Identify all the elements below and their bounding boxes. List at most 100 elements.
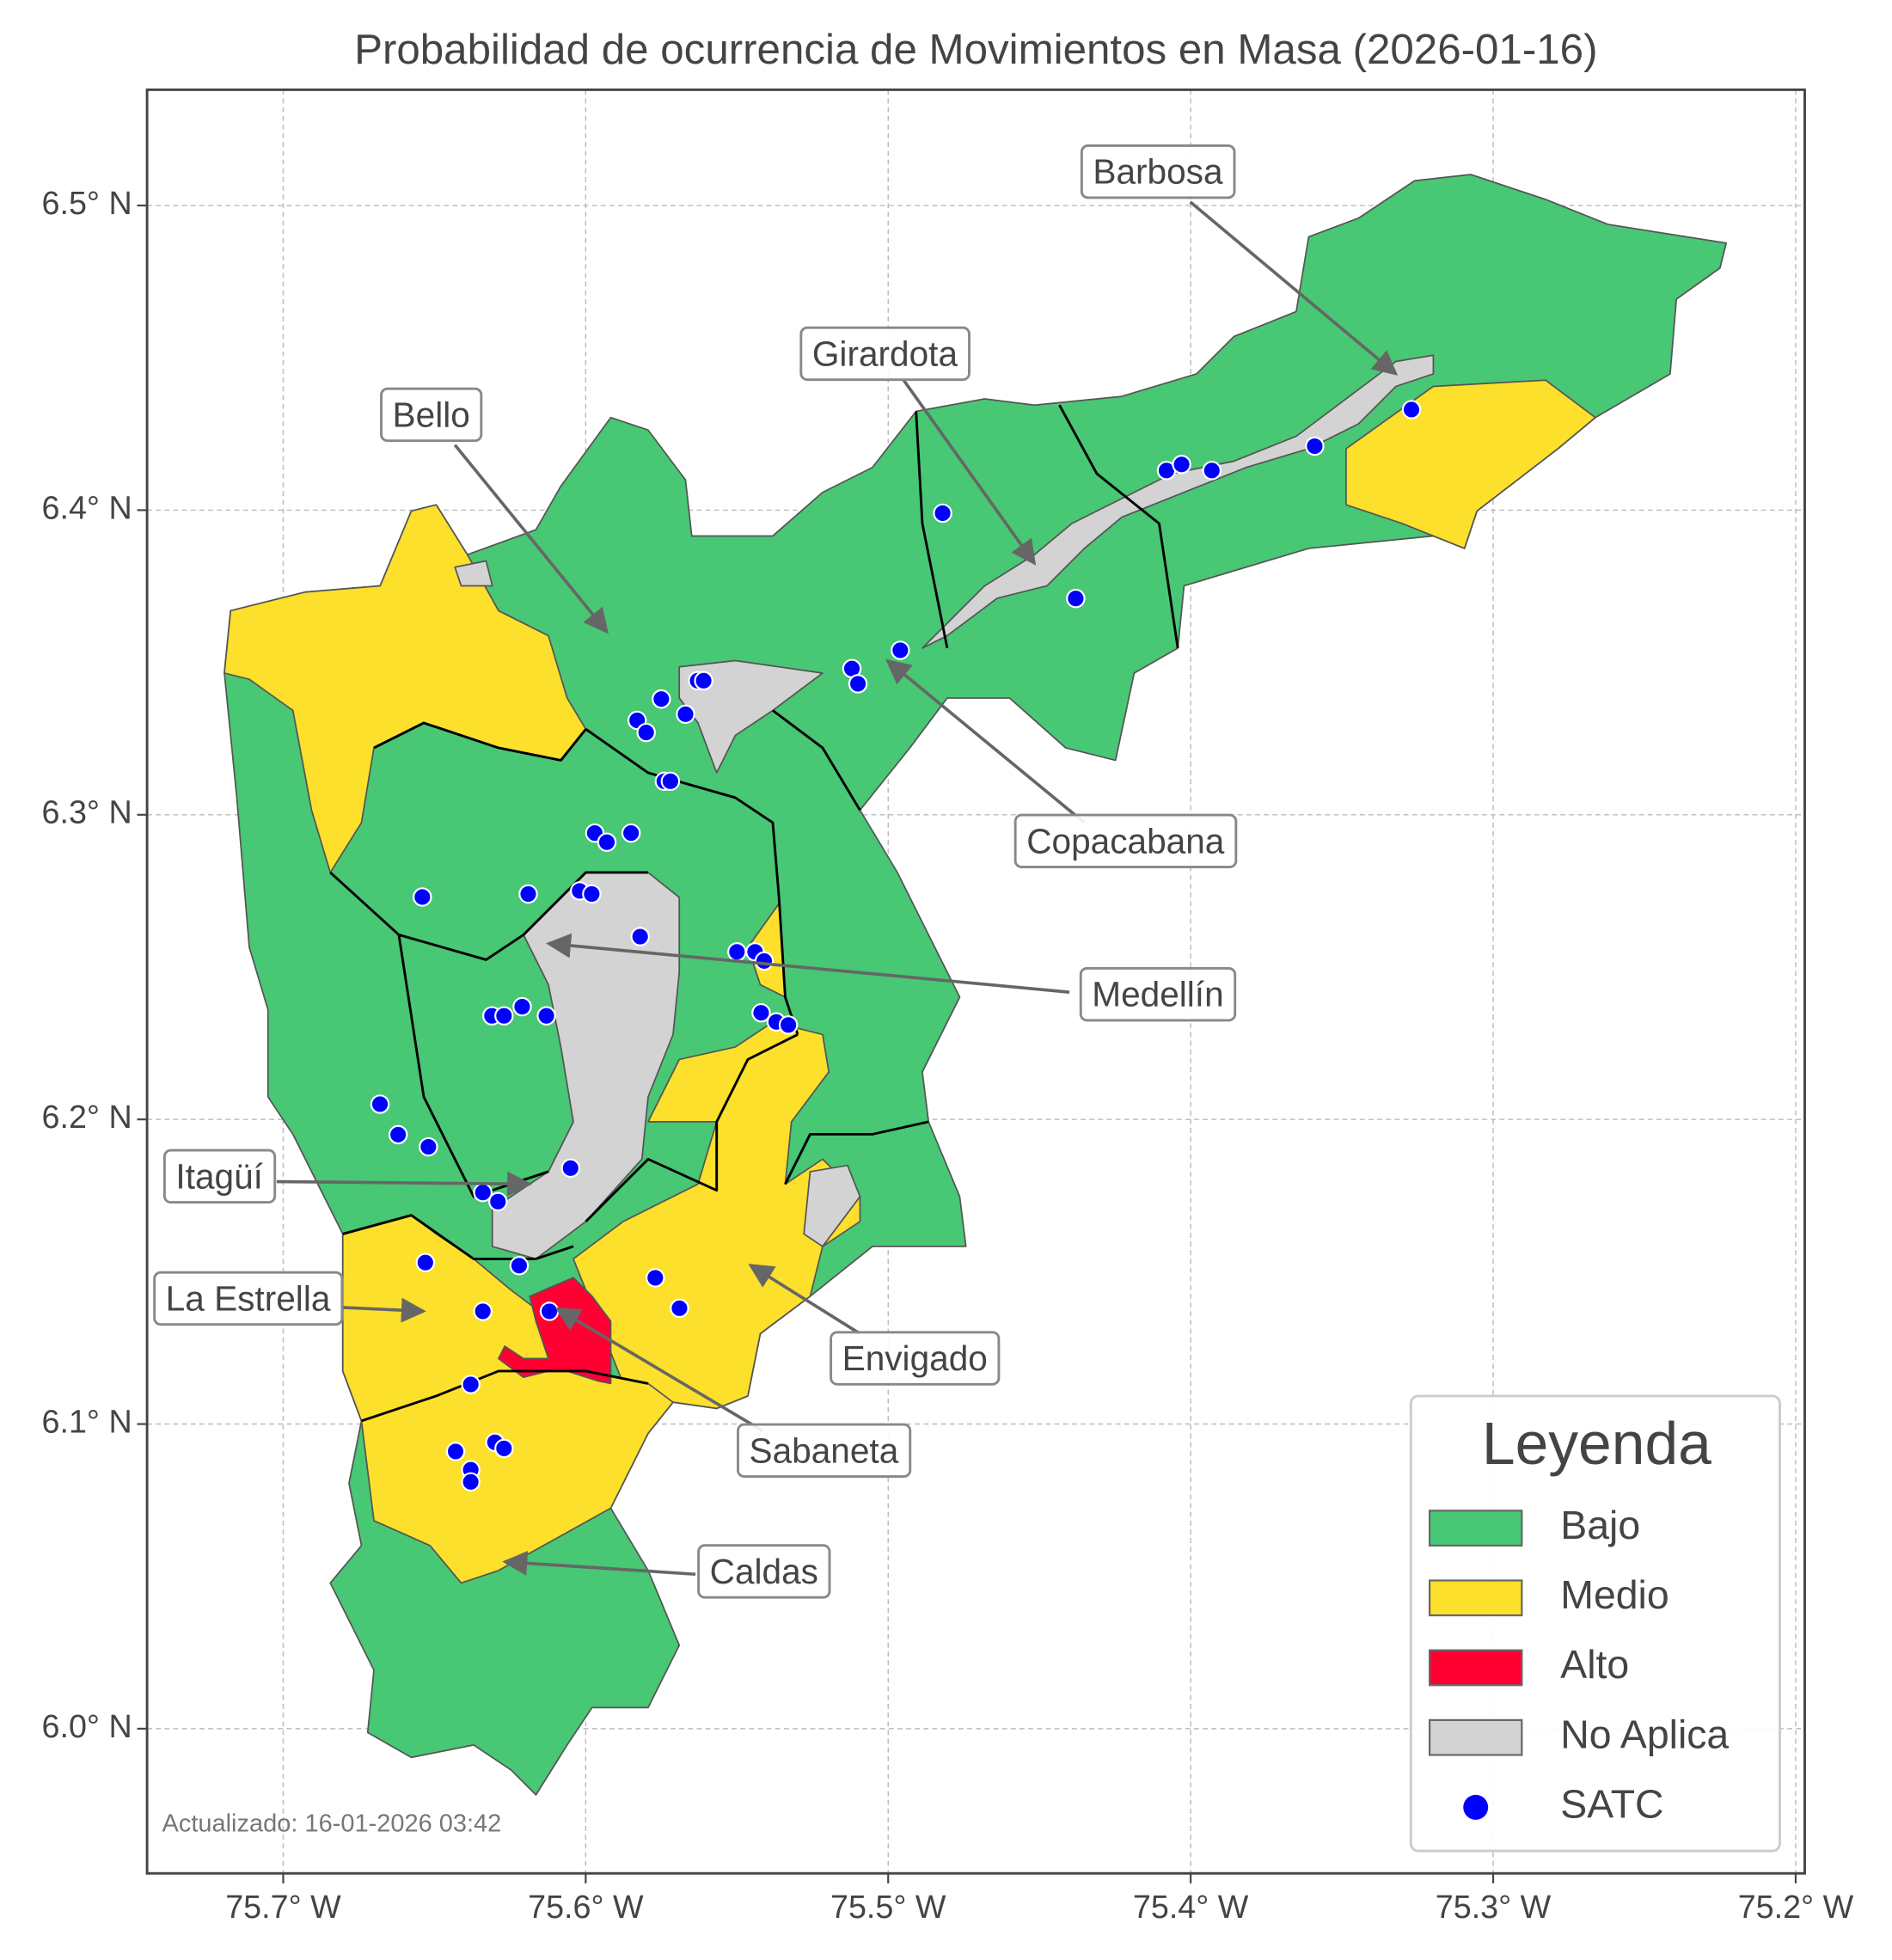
satc-point bbox=[848, 674, 868, 694]
region-no-aplica bbox=[922, 354, 1435, 649]
satc-point bbox=[518, 884, 538, 904]
satc-point bbox=[388, 1124, 408, 1145]
satc-point bbox=[778, 1015, 799, 1035]
annotation-arrow bbox=[276, 1171, 533, 1197]
annotation-arrow bbox=[453, 444, 609, 634]
satc-point bbox=[636, 722, 656, 743]
municipal-border bbox=[361, 1369, 649, 1423]
satc-point bbox=[621, 823, 641, 843]
annotation-arrow bbox=[902, 379, 1037, 566]
region-medio bbox=[1345, 379, 1596, 549]
municipal-border bbox=[784, 1120, 929, 1185]
annotation-box bbox=[153, 1271, 344, 1326]
annotation-box bbox=[162, 1148, 277, 1204]
satc-point bbox=[660, 771, 681, 792]
satc-point bbox=[1305, 436, 1325, 456]
annotation-box bbox=[1079, 966, 1237, 1022]
x-tick-label: 75.2° W bbox=[1738, 1889, 1854, 1925]
satc-points bbox=[370, 400, 1422, 1492]
region-no-aplica bbox=[803, 1164, 861, 1247]
x-tick-label: 75.3° W bbox=[1436, 1889, 1552, 1925]
x-tick-label: 75.7° W bbox=[225, 1889, 341, 1925]
y-tick-label: 6.0° N bbox=[42, 1708, 132, 1744]
y-tick-label: 6.3° N bbox=[42, 794, 132, 830]
annotation-arrow bbox=[502, 1550, 696, 1577]
satc-point bbox=[751, 1002, 771, 1023]
satc-point bbox=[413, 887, 432, 907]
annotations: Barbosa Girardota Bello Copacabana Medellín I… bbox=[153, 144, 1399, 1599]
y-tick-label: 6.5° N bbox=[42, 185, 132, 221]
y-tick-label: 6.1° N bbox=[42, 1403, 132, 1439]
satc-point bbox=[461, 1375, 481, 1394]
satc-point bbox=[652, 689, 671, 709]
satc-point bbox=[676, 704, 695, 725]
municipal-border bbox=[373, 721, 587, 762]
satc-point bbox=[415, 1253, 436, 1272]
municipal-border bbox=[585, 728, 799, 1035]
annotation-label: Barbosa bbox=[1093, 152, 1223, 192]
satc-point bbox=[494, 1438, 514, 1459]
y-tick-label: 6.4° N bbox=[42, 489, 132, 525]
satc-point bbox=[473, 1302, 493, 1321]
municipal-border bbox=[342, 1214, 574, 1260]
annotation-box bbox=[697, 1544, 831, 1599]
legend-label: Bajo bbox=[1560, 1503, 1640, 1547]
satc-point bbox=[582, 884, 602, 904]
annotation-label: Caldas bbox=[710, 1552, 818, 1591]
satc-point bbox=[1172, 455, 1191, 475]
satc-point bbox=[560, 1158, 580, 1179]
satc-point bbox=[1066, 588, 1086, 609]
satc-point bbox=[597, 832, 617, 852]
annotation-box bbox=[380, 387, 483, 443]
y-tick-label: 6.2° N bbox=[42, 1099, 132, 1135]
legend: Leyenda Bajo Medio Alto No Aplica SATC bbox=[1409, 1394, 1781, 1853]
x-tick-label: 75.4° W bbox=[1133, 1889, 1249, 1925]
municipal-border bbox=[772, 709, 861, 812]
legend-swatch bbox=[1428, 1510, 1523, 1547]
annotation-box bbox=[830, 1331, 1001, 1386]
satc-point bbox=[512, 996, 532, 1017]
annotation-box bbox=[799, 326, 970, 382]
regions bbox=[223, 174, 1728, 1796]
satc-point bbox=[488, 1191, 508, 1212]
municipal-border bbox=[329, 871, 648, 961]
annotation-arrow bbox=[748, 1264, 861, 1335]
x-tick-label: 75.6° W bbox=[528, 1889, 644, 1925]
satc-point bbox=[419, 1136, 438, 1157]
annotation-arrow bbox=[885, 658, 1086, 824]
annotation-box bbox=[1080, 144, 1236, 199]
satc-point bbox=[694, 671, 713, 691]
satc-point bbox=[445, 1442, 466, 1461]
annotation-label: Envigado bbox=[842, 1338, 988, 1378]
satc-point bbox=[461, 1472, 481, 1492]
annotation-arrow bbox=[546, 933, 1070, 994]
annotation-arrow bbox=[1189, 200, 1399, 376]
satc-point bbox=[670, 1298, 689, 1319]
satc-point bbox=[646, 1268, 665, 1288]
satc-point bbox=[933, 503, 952, 524]
legend-swatch bbox=[1428, 1718, 1523, 1756]
legend-marker bbox=[1463, 1794, 1489, 1820]
satc-point bbox=[539, 1302, 560, 1321]
plot-frame bbox=[145, 88, 1806, 1875]
legend-label: No Aplica bbox=[1560, 1712, 1729, 1756]
satc-point bbox=[727, 942, 747, 962]
satc-point bbox=[1401, 400, 1422, 420]
x-tick-label: 75.5° W bbox=[830, 1889, 946, 1925]
legend-label: Medio bbox=[1560, 1572, 1669, 1617]
map-title: Probabilidad de ocurrencia de Movimiento… bbox=[354, 26, 1597, 73]
municipal-border bbox=[585, 1033, 799, 1222]
annotation-arrow bbox=[342, 1297, 426, 1323]
satc-point bbox=[891, 640, 910, 660]
satc-point bbox=[630, 927, 650, 946]
satc-point bbox=[536, 1006, 556, 1026]
legend-swatch bbox=[1428, 1579, 1523, 1617]
satc-point bbox=[754, 951, 775, 971]
region-medio bbox=[572, 1021, 861, 1410]
satc-point bbox=[1202, 461, 1222, 481]
legend-title: Leyenda bbox=[1482, 1410, 1711, 1477]
satc-point bbox=[370, 1094, 390, 1114]
annotation-label: Sabaneta bbox=[750, 1430, 899, 1470]
